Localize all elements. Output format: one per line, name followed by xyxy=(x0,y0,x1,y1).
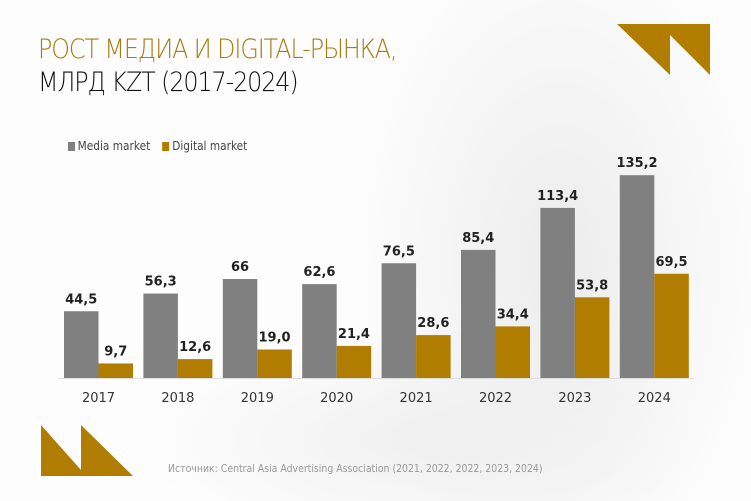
x-tick-2020: 2020 xyxy=(320,391,353,406)
media-label-2017: 44,5 xyxy=(65,292,97,307)
legend: Media market Digital market xyxy=(68,139,247,153)
digital-bar-2023 xyxy=(574,297,610,378)
digital-bar-2022 xyxy=(495,326,530,378)
chart-title-line2: МЛРД KZT (2017-2024) xyxy=(38,67,299,98)
chart-title-line1: РОСТ МЕДИА И DIGITAL-РЫНКА, xyxy=(38,34,397,65)
media-label-2019: 66 xyxy=(231,260,249,275)
media-label-2024: 135,2 xyxy=(616,156,657,171)
media-bar-2021 xyxy=(381,263,417,378)
digital-label-2024: 69,5 xyxy=(656,255,688,270)
legend-item-digital: Digital market xyxy=(162,139,248,153)
digital-label-2023: 53,8 xyxy=(576,278,608,293)
media-bar-2024 xyxy=(619,175,655,378)
digital-label-2018: 12,6 xyxy=(179,340,211,355)
digital-bar-2018 xyxy=(177,359,213,378)
digital-bar-2017 xyxy=(98,363,133,378)
x-tick-2021: 2021 xyxy=(400,391,433,406)
digital-label-2020: 21,4 xyxy=(338,327,370,342)
x-tick-2024: 2024 xyxy=(638,391,671,406)
digital-label-2021: 28,6 xyxy=(417,316,449,331)
x-tick-2018: 2018 xyxy=(161,391,194,406)
legend-label-media: Media market xyxy=(77,139,151,153)
legend-item-media: Media market xyxy=(68,139,150,153)
digital-label-2019: 19,0 xyxy=(259,331,291,346)
digital-bar-2020 xyxy=(336,345,372,378)
digital-label-2017: 9,7 xyxy=(104,344,127,359)
digital-bar-2024 xyxy=(654,273,689,378)
media-bar-2023 xyxy=(540,207,575,378)
media-bar-2020 xyxy=(302,284,337,378)
media-label-2018: 56,3 xyxy=(145,275,177,290)
x-tick-2023: 2023 xyxy=(558,391,591,406)
legend-label-digital: Digital market xyxy=(172,139,248,153)
media-label-2022: 85,4 xyxy=(462,231,494,246)
media-bar-2022 xyxy=(461,249,496,378)
legend-swatch-digital xyxy=(162,142,170,151)
media-bar-2018 xyxy=(143,293,178,378)
decor-triangle-top-right xyxy=(617,24,710,75)
legend-swatch-media xyxy=(68,142,76,151)
digital-label-2022: 34,4 xyxy=(497,307,529,322)
source-note: Источник: Central Asia Advertising Assoc… xyxy=(168,462,543,475)
decor-triangle-bottom-left xyxy=(41,425,133,476)
x-tick-2022: 2022 xyxy=(479,391,512,406)
x-tick-2017: 2017 xyxy=(82,391,115,406)
media-label-2020: 62,6 xyxy=(303,265,335,280)
media-label-2021: 76,5 xyxy=(383,244,415,259)
media-bar-2019 xyxy=(222,279,258,378)
digital-bar-2021 xyxy=(416,335,451,378)
media-label-2023: 113,4 xyxy=(537,189,578,204)
media-bar-2017 xyxy=(64,311,99,378)
digital-bar-2019 xyxy=(257,349,292,378)
x-tick-2019: 2019 xyxy=(241,391,274,406)
